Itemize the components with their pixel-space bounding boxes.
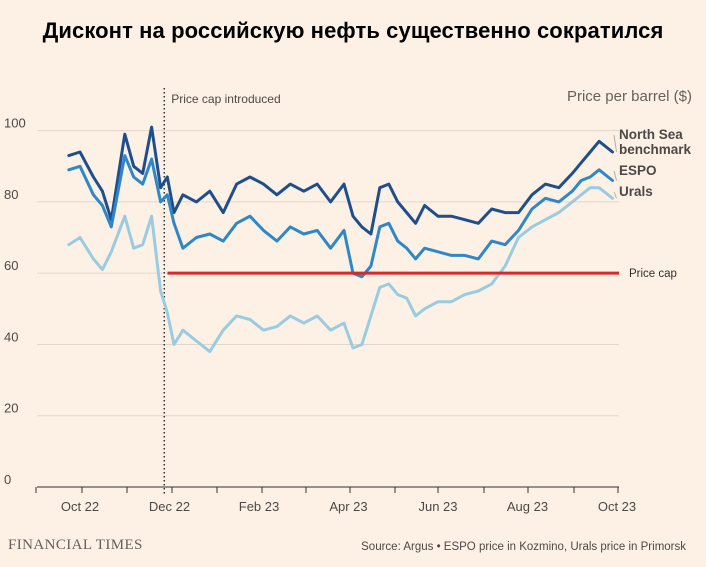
x-tick-label: Apr 23 [329,499,367,514]
publisher-logo: FINANCIAL TIMES [8,537,143,553]
urals-line [67,186,614,354]
series-label: North Sea [619,127,683,142]
series-label: benchmark [619,142,692,157]
y-tick-label: 20 [4,401,18,416]
series-label-connector [613,134,618,153]
x-tick-label: Feb 23 [239,499,279,514]
x-tick-label: Jun 23 [418,499,457,514]
y-tick-label: 0 [4,472,11,487]
price-cap-introduced-label: Price cap introduced [171,92,280,106]
espo-line [67,154,614,279]
series-label: Urals [619,184,653,199]
x-tick-label: Oct 23 [598,499,636,514]
y-axis-label: Price per barrel ($) [567,88,692,105]
y-tick-label: 40 [4,329,18,344]
source-note: Source: Argus • ESPO price in Kozmino, U… [361,541,686,553]
x-tick-label: Dec 22 [149,499,190,514]
series-label: ESPO [619,163,657,178]
y-tick-label: 100 [4,116,26,131]
series-label-connector [613,170,618,181]
price-cap-label: Price cap [629,268,677,280]
x-tick-label: Aug 23 [507,499,548,514]
y-tick-label: 80 [4,187,18,202]
north-sea-line [67,125,614,236]
y-tick-label: 60 [4,258,18,273]
x-tick-label: Oct 22 [61,499,99,514]
series-label-connector [613,191,617,199]
chart-title: Дисконт на российскую нефть существенно … [42,18,664,43]
